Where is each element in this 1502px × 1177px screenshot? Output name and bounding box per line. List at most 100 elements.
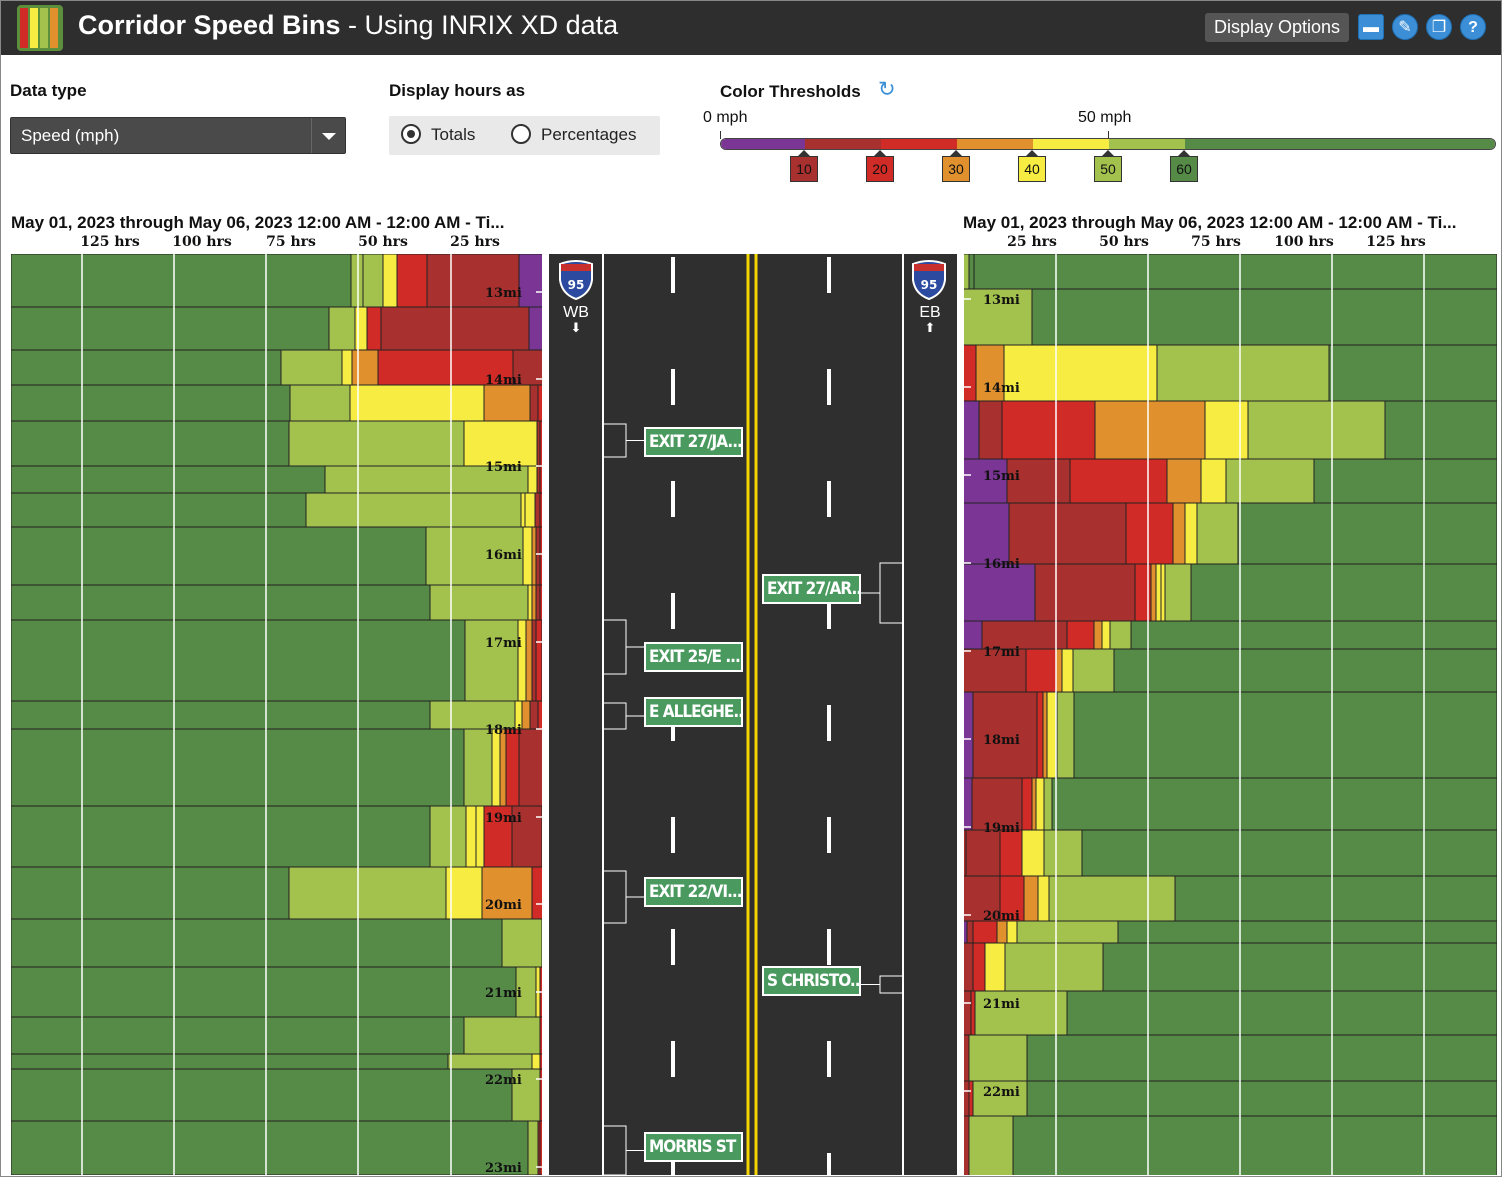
bin-bar-darkred <box>963 875 1001 922</box>
segment-row[interactable] <box>11 306 544 351</box>
exit-sign-wb-25[interactable]: EXIT 25/E ... <box>644 642 743 672</box>
radio-percentages[interactable]: Percentages <box>511 124 636 145</box>
mile-tick-label: 23mi <box>485 1161 522 1175</box>
mile-tick-label: 15mi <box>983 469 1020 484</box>
segment-row[interactable] <box>963 829 1497 877</box>
chevron-down-icon[interactable] <box>311 118 345 153</box>
threshold-marker-50[interactable]: 50 <box>1094 150 1122 184</box>
segment-row[interactable] <box>11 700 544 730</box>
mile-tick-label: 19mi <box>485 811 522 826</box>
segment-row[interactable] <box>963 563 1497 622</box>
segment-row[interactable] <box>11 918 544 968</box>
bin-bar-yellow <box>527 465 538 494</box>
threshold-marker-10[interactable]: 10 <box>790 150 818 184</box>
bin-bar-orange <box>1093 620 1103 650</box>
help-icon[interactable]: ? <box>1460 14 1486 40</box>
segment-row[interactable] <box>11 349 544 386</box>
exit-sign-wb-22[interactable]: EXIT 22/VI... <box>644 877 743 907</box>
exit-sign-eb-27[interactable]: EXIT 27/AR... <box>762 574 861 604</box>
segment-row[interactable] <box>11 492 544 528</box>
bin-bar-lightgreen <box>1109 620 1132 650</box>
segment-row[interactable] <box>11 1053 544 1070</box>
bin-bar-yellow <box>517 619 527 702</box>
bin-bar-darkred <box>529 384 539 422</box>
display-hours-radio-group: Totals Percentages <box>389 116 660 155</box>
radio-totals[interactable]: Totals <box>401 124 475 145</box>
exit-sign-wb-allegheny[interactable]: E ALLEGHE... <box>644 697 743 727</box>
segment-row[interactable] <box>963 620 1497 650</box>
bin-bar-red <box>396 254 428 308</box>
bin-bar-darkred <box>518 728 544 807</box>
segment-row[interactable] <box>963 942 1497 992</box>
segment-row[interactable] <box>11 866 544 920</box>
bin-bar-orange <box>1150 563 1157 622</box>
segment-row[interactable] <box>963 990 1497 1036</box>
segment-row[interactable] <box>11 420 544 467</box>
segment-row[interactable] <box>11 465 544 494</box>
bin-bar-orange <box>1094 400 1206 460</box>
segment-row[interactable] <box>11 584 544 621</box>
exit-bracket <box>861 562 903 624</box>
segment-row[interactable] <box>11 1068 544 1122</box>
segment-row[interactable] <box>963 344 1497 402</box>
radio-checked-icon[interactable] <box>401 124 421 144</box>
bin-bar-red <box>1025 648 1057 693</box>
segment-row[interactable] <box>963 648 1497 693</box>
segment-row[interactable] <box>11 728 544 807</box>
threshold-marker-20[interactable]: 20 <box>866 150 894 184</box>
threshold-marker-60[interactable]: 60 <box>1170 150 1198 184</box>
segment-row[interactable] <box>11 805 544 868</box>
segment-row[interactable] <box>963 1034 1497 1082</box>
bin-bar-green <box>963 1034 1497 1082</box>
threshold-marker-40[interactable]: 40 <box>1018 150 1046 184</box>
segment-row[interactable] <box>963 254 1497 290</box>
bin-bar-yellow <box>984 942 1006 992</box>
copy-icon[interactable]: ❐ <box>1426 14 1452 40</box>
segment-row[interactable] <box>11 526 544 586</box>
segment-row[interactable] <box>963 502 1497 565</box>
segment-row[interactable] <box>963 1115 1497 1175</box>
threshold-seg-green <box>1185 139 1495 149</box>
bin-bar-red <box>505 728 520 807</box>
edit-icon[interactable]: ✎ <box>1392 14 1418 40</box>
segment-row[interactable] <box>963 777 1497 831</box>
bin-bar-darkred <box>1008 502 1127 565</box>
bin-bar-yellow <box>1101 620 1111 650</box>
radio-unchecked-icon[interactable] <box>511 124 531 144</box>
exit-sign-wb-morris[interactable]: MORRIS ST <box>644 1132 743 1162</box>
segment-row[interactable] <box>11 384 544 422</box>
save-icon[interactable]: ▬ <box>1358 14 1384 40</box>
bin-bar-red <box>1001 400 1096 460</box>
data-type-label: Data type <box>10 81 87 100</box>
bin-bar-red <box>970 990 976 1036</box>
exit-sign-eb-christopher[interactable]: S CHRISTO... <box>762 966 861 996</box>
bin-bar-lightgreen <box>1156 344 1330 402</box>
segment-row[interactable] <box>963 691 1497 779</box>
segment-row[interactable] <box>11 966 544 1018</box>
bin-bar-darkred <box>1034 563 1136 622</box>
segment-row[interactable] <box>11 1016 544 1055</box>
segment-row[interactable] <box>963 400 1497 460</box>
segment-row[interactable] <box>963 920 1497 944</box>
bin-bar-lightgreen <box>288 420 465 467</box>
data-type-select[interactable]: Speed (mph) <box>10 117 346 154</box>
bin-bar-darkred <box>529 700 539 730</box>
segment-row[interactable] <box>963 1080 1497 1117</box>
segment-row[interactable] <box>11 619 544 702</box>
segment-row[interactable] <box>11 1120 544 1175</box>
bin-bar-yellow <box>524 492 536 528</box>
segment-row[interactable] <box>963 458 1497 504</box>
tick-mark <box>720 131 721 139</box>
bin-bar-orange <box>499 728 507 807</box>
segment-row[interactable] <box>963 875 1497 922</box>
segment-row[interactable] <box>11 254 544 308</box>
display-options-button[interactable]: Display Options <box>1205 13 1350 42</box>
exit-sign-wb-27[interactable]: EXIT 27/JA... <box>644 427 743 457</box>
threshold-marker-30[interactable]: 30 <box>942 150 970 184</box>
bin-bar-orange <box>975 344 1005 402</box>
segment-row[interactable] <box>963 288 1497 346</box>
bin-bar-red <box>1069 458 1168 504</box>
refresh-icon[interactable]: ↻ <box>878 78 896 101</box>
bin-bar-lightgreen <box>968 1034 1028 1082</box>
